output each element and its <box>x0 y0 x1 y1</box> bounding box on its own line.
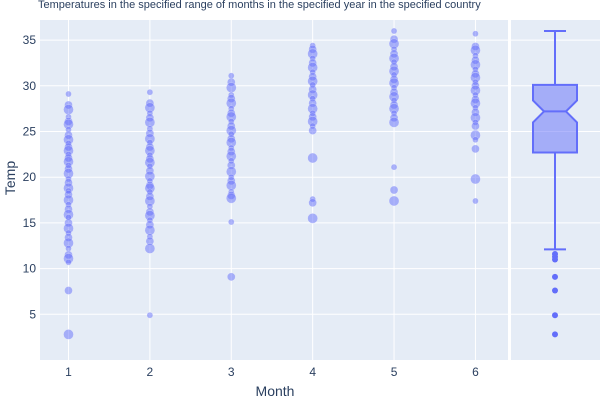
scatter-point <box>389 185 399 195</box>
scatter-point <box>472 136 479 143</box>
y-tick-label: 30 <box>23 79 37 93</box>
scatter-point <box>226 192 237 204</box>
scatter-point <box>227 272 236 282</box>
scatter-point <box>388 195 400 207</box>
scatter-point <box>470 173 481 185</box>
box-outlier <box>552 312 558 319</box>
scatter-point <box>472 197 479 205</box>
scatter-point <box>63 104 74 115</box>
scatter-plot-area <box>40 20 508 360</box>
scatter-point <box>146 88 154 96</box>
box-body <box>532 83 578 154</box>
scatter-point <box>64 286 73 295</box>
chart-title: Temperatures in the specified range of m… <box>38 0 481 11</box>
x-tick-label: 1 <box>65 365 72 379</box>
scatter-point <box>226 82 237 93</box>
scatter-point <box>390 27 398 35</box>
x-tick-label: 3 <box>228 365 235 379</box>
box-plot <box>532 29 578 338</box>
box-outlier <box>552 256 558 263</box>
box-outlier <box>552 331 558 338</box>
box-outlier <box>552 273 558 280</box>
scatter-point <box>65 258 72 266</box>
scatter-point <box>146 311 154 319</box>
scatter-point <box>471 144 480 154</box>
scatter-point <box>65 90 72 98</box>
scatter-point <box>307 152 318 164</box>
scatter-point <box>63 329 74 340</box>
y-tick-label: 15 <box>23 216 37 230</box>
x-tick-label: 4 <box>309 365 316 379</box>
y-axis-ticks: 5 10 15 20 25 30 35 <box>23 33 37 321</box>
x-axis-title: Month <box>256 383 295 399</box>
x-tick-label: 6 <box>472 365 479 379</box>
y-axis-title: Temp <box>2 161 18 195</box>
y-tick-label: 25 <box>23 125 37 139</box>
scatter-points <box>63 27 481 340</box>
scatter-point <box>308 198 317 208</box>
x-tick-label: 5 <box>391 365 398 379</box>
y-tick-label: 10 <box>23 262 37 276</box>
scatter-point <box>472 30 479 37</box>
scatter-point <box>228 218 235 226</box>
scatter-point <box>471 121 480 131</box>
box-outlier <box>552 287 558 294</box>
scatter-point <box>228 72 235 80</box>
scatter-point <box>308 126 317 135</box>
x-axis-ticks: 1 2 3 4 5 6 <box>65 365 479 379</box>
y-tick-label: 20 <box>23 170 37 184</box>
scatter-point <box>307 213 318 224</box>
scatter-point <box>65 245 72 252</box>
y-tick-label: 35 <box>23 33 37 47</box>
x-tick-label: 2 <box>147 365 154 379</box>
scatter-point <box>390 163 398 171</box>
y-tick-label: 5 <box>29 307 36 321</box>
scatter-point <box>144 243 156 254</box>
scatter-point <box>388 117 400 128</box>
